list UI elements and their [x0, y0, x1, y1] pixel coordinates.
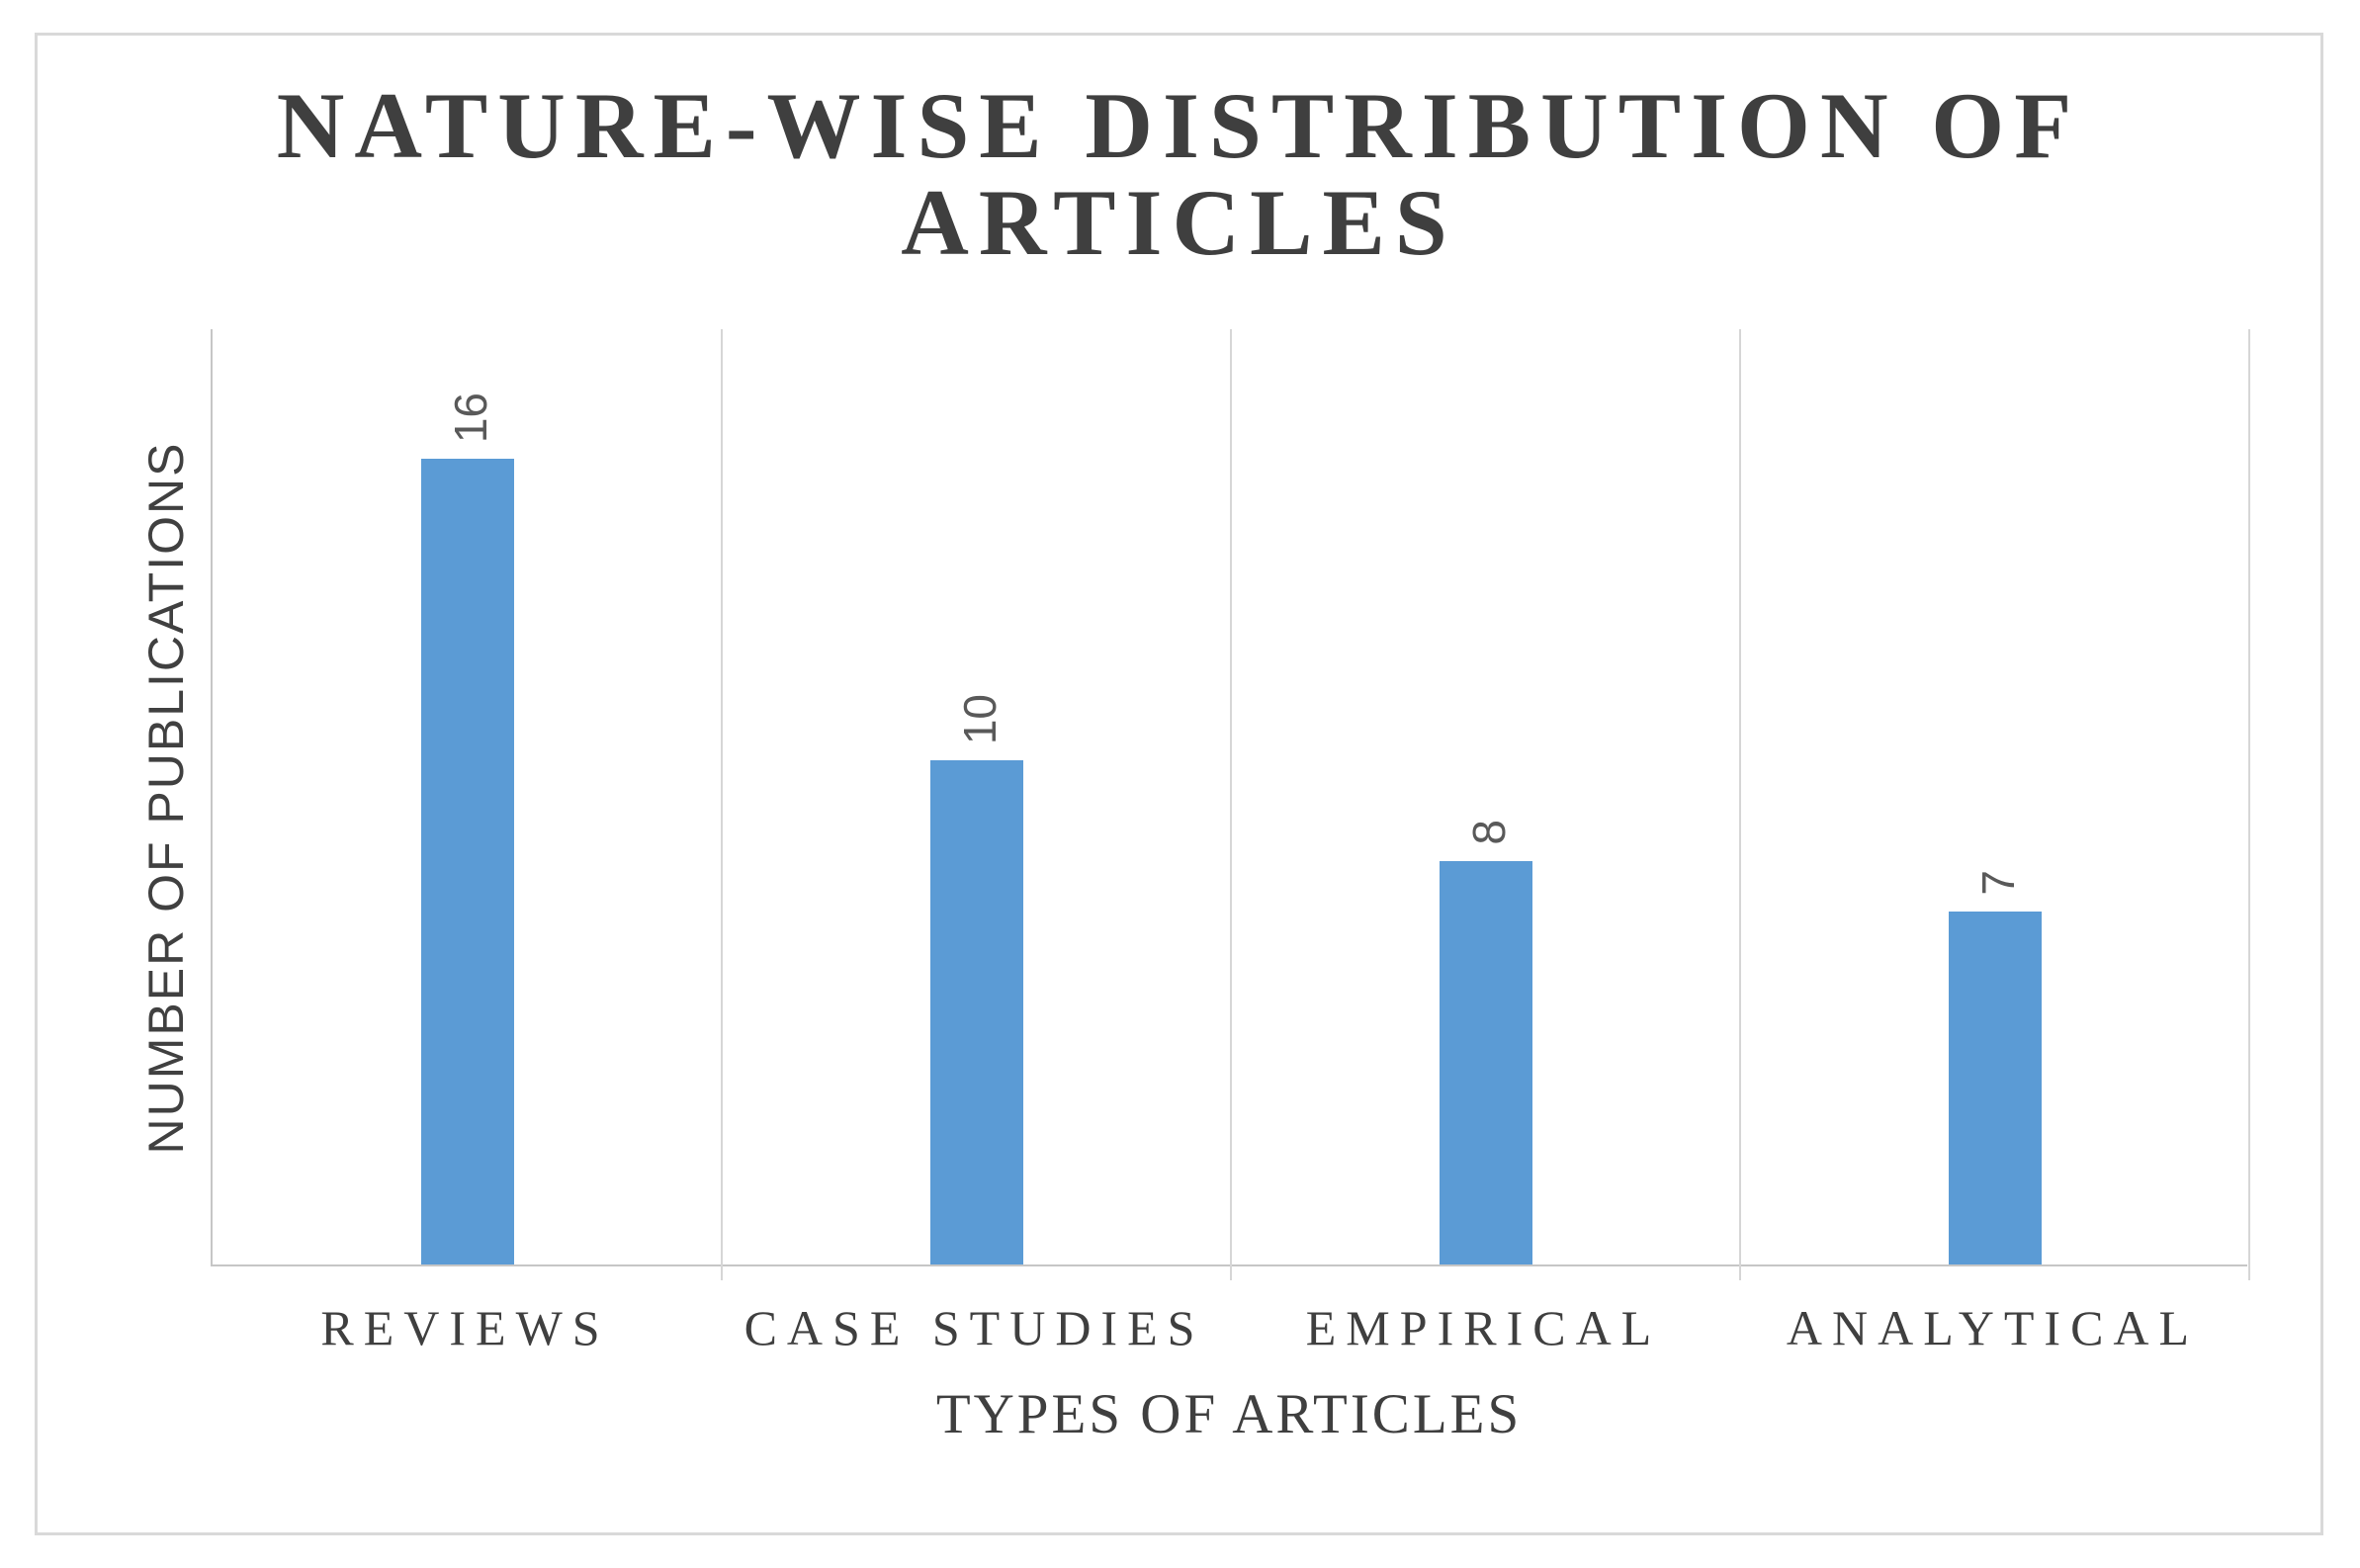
bar-value-label: 16 [444, 392, 496, 443]
category-gridline [2248, 329, 2250, 1280]
y-axis-title: NUMBER OF PUBLICATIONS [138, 441, 194, 1155]
category-gridline [1739, 329, 1741, 1280]
category-gridline [1230, 329, 1232, 1280]
chart-title: NATURE-WISE DISTRIBUTION OF ARTICLES [38, 77, 2320, 271]
bar-value-label: 7 [1971, 870, 2024, 896]
chart-title-line2: ARTICLES [901, 170, 1457, 275]
bar-case-studies [929, 760, 1023, 1264]
bar-reviews [420, 459, 514, 1264]
x-axis-category-labels: REVIEWS CASE STUDIES EMPIRICAL ANALYTICAL [211, 1288, 2247, 1367]
bar-analytical [1948, 912, 2042, 1264]
x-category-label-reviews: REVIEWS [320, 1300, 610, 1355]
chart-title-line1: NATURE-WISE DISTRIBUTION OF [276, 73, 2082, 178]
bar-value-label: 8 [1462, 820, 1515, 845]
bar-empirical [1439, 861, 1532, 1264]
category-gridline [721, 329, 723, 1280]
x-category-label-case-studies: CASE STUDIES [743, 1300, 1205, 1355]
x-category-label-empirical: EMPIRICAL [1305, 1300, 1662, 1355]
x-category-label-analytical: ANALYTICAL [1786, 1300, 2200, 1355]
x-axis-title: TYPES OF ARTICLES [935, 1383, 1523, 1445]
chart-border-frame: NATURE-WISE DISTRIBUTION OF ARTICLES NUM… [35, 33, 2323, 1535]
plot-area: 16 10 8 7 [211, 329, 2250, 1280]
bar-value-label: 10 [953, 693, 1005, 744]
